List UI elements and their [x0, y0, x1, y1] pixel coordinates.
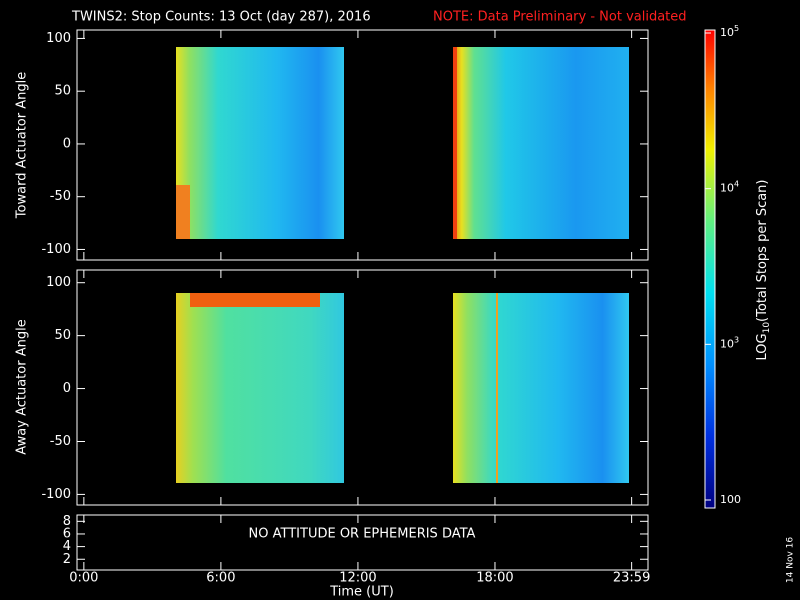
y-tick-label: -50: [50, 434, 71, 449]
colorbar-label: LOG10(Total Stops per Scan): [755, 180, 772, 361]
y-axis-label: Toward Actuator Angle: [15, 72, 30, 219]
title: TWINS2: Stop Counts: 13 Oct (day 287), 2…: [71, 10, 371, 25]
x-tick-label: 6:00: [206, 571, 235, 586]
colorbar-tick-exponent: 3: [734, 335, 739, 344]
colorbar-tick-base: 10: [720, 337, 734, 350]
y-tick-label: 100: [46, 31, 71, 46]
y-tick-label: 100: [46, 275, 71, 290]
panel-frame: [76, 269, 649, 506]
colorbar: [704, 29, 716, 509]
y-tick-label: 2: [63, 552, 71, 567]
x-tick-label: 0:00: [69, 571, 98, 586]
y-tick-label: -100: [41, 242, 71, 257]
y-tick-label: -50: [50, 189, 71, 204]
y-tick-label: 50: [54, 328, 71, 343]
annotation: NO ATTITUDE OR EPHEMERIS DATA: [249, 527, 476, 542]
x-tick-label: 23:59: [613, 571, 650, 586]
colorbar-tick-base: 10: [720, 26, 734, 39]
note: NOTE: Data Preliminary - Not validated: [433, 10, 687, 25]
y-tick-label: 8: [63, 514, 71, 529]
image-block: [176, 47, 344, 239]
colorbar-tick-label: 105: [720, 24, 739, 40]
y-tick-label: 6: [63, 526, 71, 541]
colorbar-tick-exponent: 4: [734, 179, 739, 188]
image-block: [176, 293, 344, 483]
y-tick-label: 0: [63, 136, 71, 151]
date-stamp: 14 Nov 16: [786, 537, 796, 583]
x-tick-label: 12:00: [339, 571, 376, 586]
image-block: [453, 47, 457, 239]
panel-frame: [76, 29, 649, 261]
x-axis-label: Time (UT): [329, 585, 394, 600]
colorbar-tick-label: 104: [720, 179, 739, 195]
colorbar-tick-base: 100: [720, 493, 741, 506]
image-block: [453, 47, 629, 239]
colorbar-tick-base: 10: [720, 182, 734, 195]
colorbar-tick-label: 103: [720, 335, 739, 351]
image-block: [496, 293, 498, 483]
image-block: [190, 293, 320, 307]
colorbar-label-base: LOG: [755, 333, 770, 360]
colorbar-label-rest: (Total Stops per Scan): [755, 180, 770, 322]
y-tick-label: 4: [63, 539, 71, 554]
y-tick-label: -100: [41, 487, 71, 502]
y-axis-label: Away Actuator Angle: [15, 319, 30, 454]
image-block: [176, 185, 190, 239]
colorbar-tick-exponent: 5: [734, 24, 739, 33]
x-tick-label: 18:00: [476, 571, 513, 586]
y-tick-label: 50: [54, 84, 71, 99]
colorbar-tick-label: 100: [720, 493, 741, 506]
colorbar-label-sub: 10: [762, 322, 772, 334]
y-tick-label: 0: [63, 381, 71, 396]
panel-frame: [76, 514, 649, 571]
image-block: [453, 293, 629, 483]
